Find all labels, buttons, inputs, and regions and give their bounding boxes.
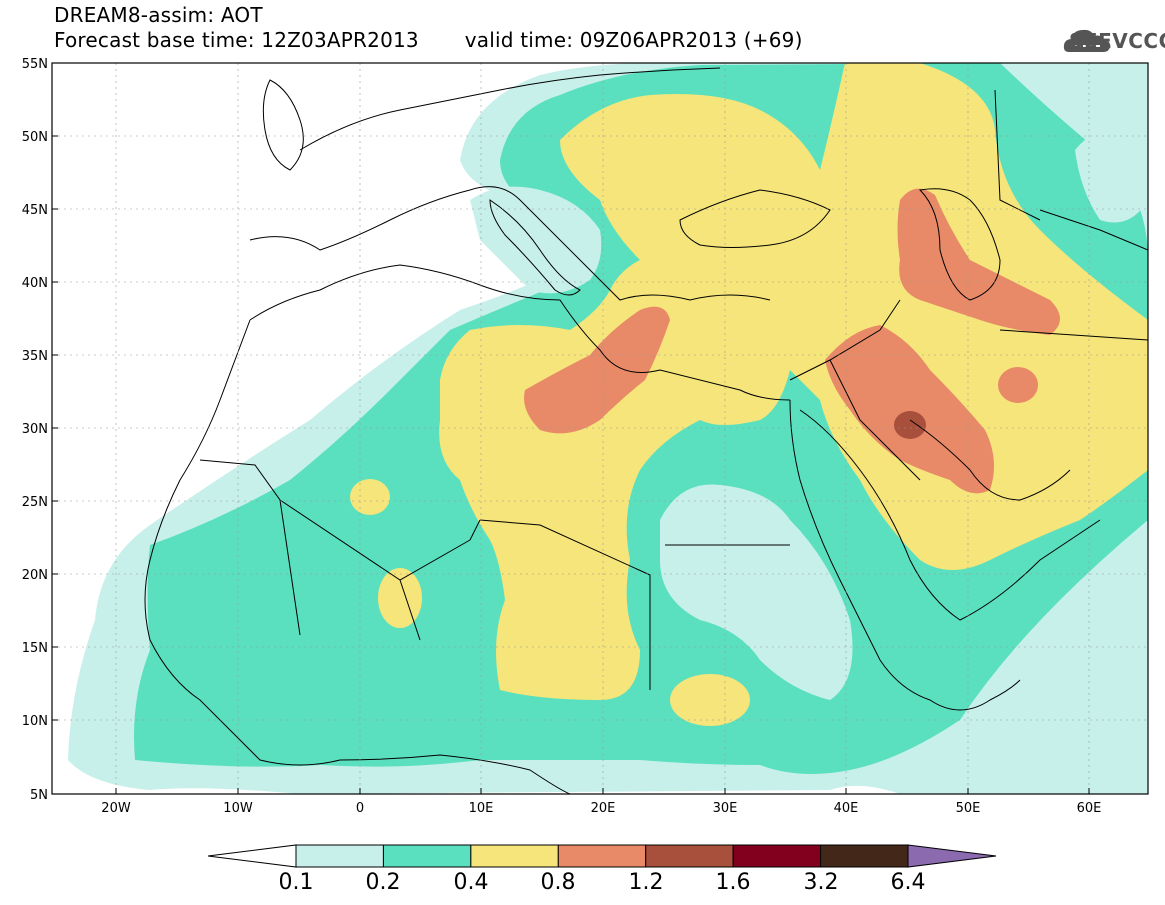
gridlines bbox=[52, 63, 1148, 794]
coast-italy bbox=[489, 199, 581, 296]
colorbar-swatch bbox=[732, 844, 822, 868]
coastlines bbox=[144, 67, 1148, 794]
lat-label: 55N bbox=[22, 57, 48, 72]
aot-patch-yellow-2 bbox=[378, 568, 422, 628]
aot-patch-orange-iran bbox=[998, 367, 1038, 403]
colorbar-label: 0.2 bbox=[365, 870, 401, 895]
lat-label: 15N bbox=[22, 641, 48, 656]
lon-label: 60E bbox=[1077, 801, 1102, 816]
colorbar-label: 1.6 bbox=[715, 870, 751, 895]
logo-text: SEEVCCC bbox=[1069, 29, 1165, 53]
colorbar-swatch bbox=[382, 844, 472, 868]
valid-time: valid time: 09Z06APR2013 (+69) bbox=[464, 28, 803, 52]
colorbar-label: 0.8 bbox=[540, 870, 576, 895]
lat-label: 50N bbox=[22, 130, 48, 145]
lat-label: 35N bbox=[22, 349, 48, 364]
cloud-icon bbox=[1063, 29, 1111, 52]
map-subtitle: Forecast base time: 12Z03APR2013 valid t… bbox=[54, 29, 803, 51]
coast-black-sea bbox=[679, 189, 831, 248]
lat-label: 45N bbox=[22, 203, 48, 218]
lat-label: 40N bbox=[22, 276, 48, 291]
lon-label: 50E bbox=[956, 801, 981, 816]
colorbar-low-arrow bbox=[207, 844, 297, 868]
lat-label: 5N bbox=[30, 788, 48, 803]
coast-arabia bbox=[799, 409, 1101, 621]
colorbar-swatch bbox=[820, 844, 909, 868]
aot-shading bbox=[68, 63, 1148, 794]
aot-band-0-8-libya bbox=[524, 306, 670, 434]
aot-patch-red-sea bbox=[660, 484, 853, 700]
forecast-base-time: Forecast base time: 12Z03APR2013 bbox=[54, 28, 419, 52]
coast-europe-north bbox=[299, 67, 721, 151]
aot-band-0-8-iraq bbox=[825, 325, 994, 494]
coast-africa-north bbox=[249, 264, 791, 401]
coast-britain bbox=[262, 79, 304, 171]
border-sahara bbox=[199, 459, 790, 690]
colorbar-label: 1.2 bbox=[628, 870, 664, 895]
aot-patch-yellow-1 bbox=[350, 479, 390, 515]
lon-label: 20W bbox=[101, 801, 131, 816]
tick-marks bbox=[52, 62, 1090, 795]
lat-label: 20N bbox=[22, 568, 48, 583]
lon-labels: 20W 10W 0 10E 20E 30E 40E 50E 60E bbox=[101, 801, 1101, 816]
lon-label: 0 bbox=[356, 801, 364, 816]
aot-band-0-4 bbox=[439, 63, 1148, 700]
coast-caspian bbox=[918, 188, 1001, 301]
lon-label: 10W bbox=[223, 801, 253, 816]
aot-patch-east bbox=[1075, 127, 1148, 223]
colorbar-swatch bbox=[295, 844, 384, 868]
map-title: DREAM8-assim: AOT bbox=[54, 3, 263, 27]
lon-label: 30E bbox=[713, 801, 738, 816]
lon-label: 20E bbox=[591, 801, 616, 816]
lat-label: 10N bbox=[22, 714, 48, 729]
colorbar-label: 6.4 bbox=[890, 870, 926, 895]
lon-label: 10E bbox=[469, 801, 494, 816]
colorbar-high-arrow bbox=[907, 844, 997, 868]
coast-red-sea bbox=[789, 399, 1021, 711]
lat-label: 30N bbox=[22, 422, 48, 437]
colorbar-swatch bbox=[557, 844, 647, 868]
coast-persian-gulf bbox=[909, 419, 1071, 501]
colorbar-swatch bbox=[470, 844, 559, 868]
coast-europe-south bbox=[249, 186, 771, 301]
coast-africa-west bbox=[144, 319, 571, 794]
colorbar-label: 0.1 bbox=[278, 870, 314, 895]
aot-patch-brown bbox=[894, 411, 926, 439]
border-mideast bbox=[789, 89, 1148, 481]
lat-label: 25N bbox=[22, 495, 48, 510]
colorbar-swatch bbox=[645, 844, 734, 868]
colorbar bbox=[207, 844, 997, 868]
colorbar-label: 3.2 bbox=[803, 870, 839, 895]
aot-patch-yellow-3 bbox=[670, 674, 750, 726]
aot-patch-italy bbox=[470, 186, 602, 294]
lat-labels: 55N 50N 45N 40N 35N 30N 25N 20N 15N 10N … bbox=[22, 57, 48, 803]
lon-label: 40E bbox=[834, 801, 859, 816]
colorbar-label: 0.4 bbox=[453, 870, 489, 895]
